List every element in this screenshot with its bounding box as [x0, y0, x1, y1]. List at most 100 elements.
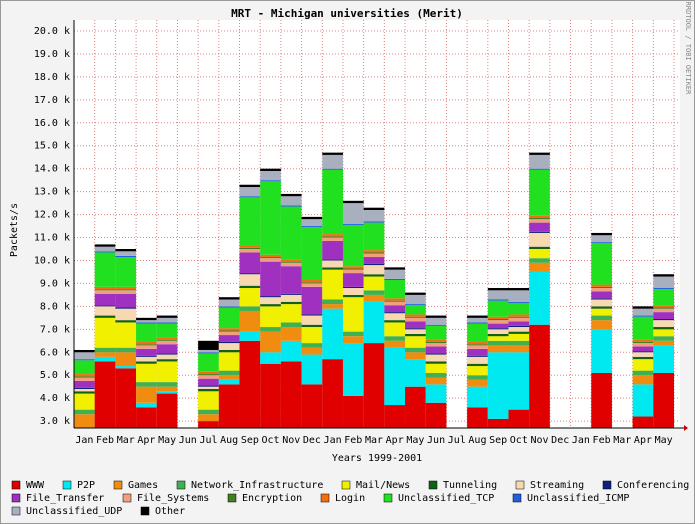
- bar-segment: [280, 196, 302, 206]
- bar-segment: [301, 282, 323, 284]
- bar-segment: [342, 269, 364, 274]
- bar-segment: [591, 284, 612, 287]
- legend-label: Tunneling: [443, 480, 497, 491]
- bar-segment: [363, 209, 385, 222]
- bar-segment: [425, 402, 447, 428]
- bar-segment: [115, 251, 137, 256]
- bar-segment: [632, 341, 654, 344]
- bar-segment: [632, 315, 654, 317]
- x-tick-label: Oct: [510, 435, 528, 446]
- bar-segment: [632, 351, 654, 353]
- bar-segment: [384, 313, 406, 321]
- legend-label: WWW: [26, 480, 45, 491]
- x-tick-label: Jul: [199, 435, 217, 446]
- x-tick-label: May: [406, 435, 424, 446]
- bar-segment: [74, 409, 95, 415]
- x-tick-label: Nov: [282, 435, 300, 446]
- legend-label: Other: [155, 506, 185, 517]
- bar-segment: [405, 328, 426, 330]
- bar-segment: [405, 316, 426, 318]
- bar-segment: [653, 336, 674, 341]
- bar-segment: [239, 273, 261, 275]
- bar-segment: [529, 271, 550, 325]
- bar-segment: [198, 409, 219, 415]
- bar-segment: [94, 293, 116, 306]
- bar-segment: [322, 154, 343, 169]
- bar-segment: [487, 328, 509, 330]
- bar-segment: [363, 265, 385, 275]
- bar-segment: [94, 286, 116, 290]
- bar-segment: [322, 152, 343, 155]
- bar-segment: [342, 203, 364, 224]
- bar-segment: [384, 322, 406, 337]
- bar-segment: [591, 286, 612, 289]
- bar-segment: [529, 249, 550, 259]
- bar-segment: [405, 294, 426, 305]
- bar-segment: [280, 340, 302, 362]
- bar-segment: [74, 414, 95, 428]
- bar-segment: [467, 322, 488, 324]
- bar-segment: [218, 379, 240, 385]
- bar-segment: [136, 341, 157, 345]
- bar-segment: [74, 393, 95, 410]
- bar-segment: [136, 322, 157, 324]
- bar-segment: [487, 299, 509, 301]
- bar-segment: [156, 339, 178, 341]
- bar-segment: [260, 296, 281, 298]
- x-tick-label: Oct: [262, 435, 280, 446]
- bar-segment: [591, 320, 612, 330]
- bar-segment: [94, 347, 116, 353]
- bar-segment: [384, 301, 406, 306]
- bar-segment: [115, 289, 137, 291]
- legend-swatch: [122, 493, 132, 503]
- x-tick-label: Jan: [75, 435, 93, 446]
- bar-segment: [425, 361, 447, 364]
- bar-segment: [467, 315, 488, 318]
- y-tick-label: 16.0 k: [34, 118, 70, 129]
- bar-segment: [74, 387, 95, 389]
- bar-segment: [529, 324, 550, 428]
- bar-segment: [632, 352, 654, 357]
- bar-segment: [280, 327, 302, 341]
- bar-segment: [156, 361, 178, 383]
- bar-segment: [260, 327, 281, 332]
- bar-segment: [301, 219, 323, 227]
- bar-segment: [260, 304, 281, 307]
- bar-segment: [322, 169, 343, 235]
- bar-segment: [94, 315, 116, 318]
- bar-segment: [239, 331, 261, 341]
- legend-swatch: [320, 493, 330, 503]
- bar-segment: [425, 363, 447, 373]
- bar-segment: [218, 341, 240, 344]
- legend-swatch: [512, 493, 522, 503]
- bar-segment: [239, 285, 261, 289]
- bar-segment: [529, 219, 550, 223]
- bar-segment: [529, 169, 550, 216]
- bar-segment: [342, 294, 364, 298]
- x-tick-label: Sep: [489, 435, 507, 446]
- bar-segment: [508, 288, 530, 291]
- bar-segment: [260, 180, 281, 182]
- bar-segment: [260, 352, 281, 364]
- bar-segment: [280, 261, 302, 263]
- x-tick-label: Feb: [96, 435, 114, 446]
- bar-segment: [632, 384, 654, 417]
- bar-segment: [632, 308, 654, 316]
- y-tick-label: 20.0 k: [34, 26, 70, 37]
- bar-segment: [405, 333, 426, 337]
- bar-segment: [94, 305, 116, 307]
- bar-segment: [653, 305, 674, 308]
- x-tick-label: Jul: [448, 435, 466, 446]
- bar-segment: [156, 322, 178, 324]
- bar-segment: [384, 340, 406, 348]
- bar-segment: [467, 386, 488, 408]
- bar-segment: [156, 393, 178, 428]
- bar-segment: [301, 216, 323, 220]
- x-tick-label: Sep: [241, 435, 259, 446]
- bar-segment: [632, 370, 654, 376]
- bar-segment: [632, 316, 654, 340]
- bar-segment: [508, 327, 530, 332]
- bar-segment: [363, 274, 385, 277]
- bar-segment: [508, 317, 530, 322]
- bar-segment: [425, 315, 447, 318]
